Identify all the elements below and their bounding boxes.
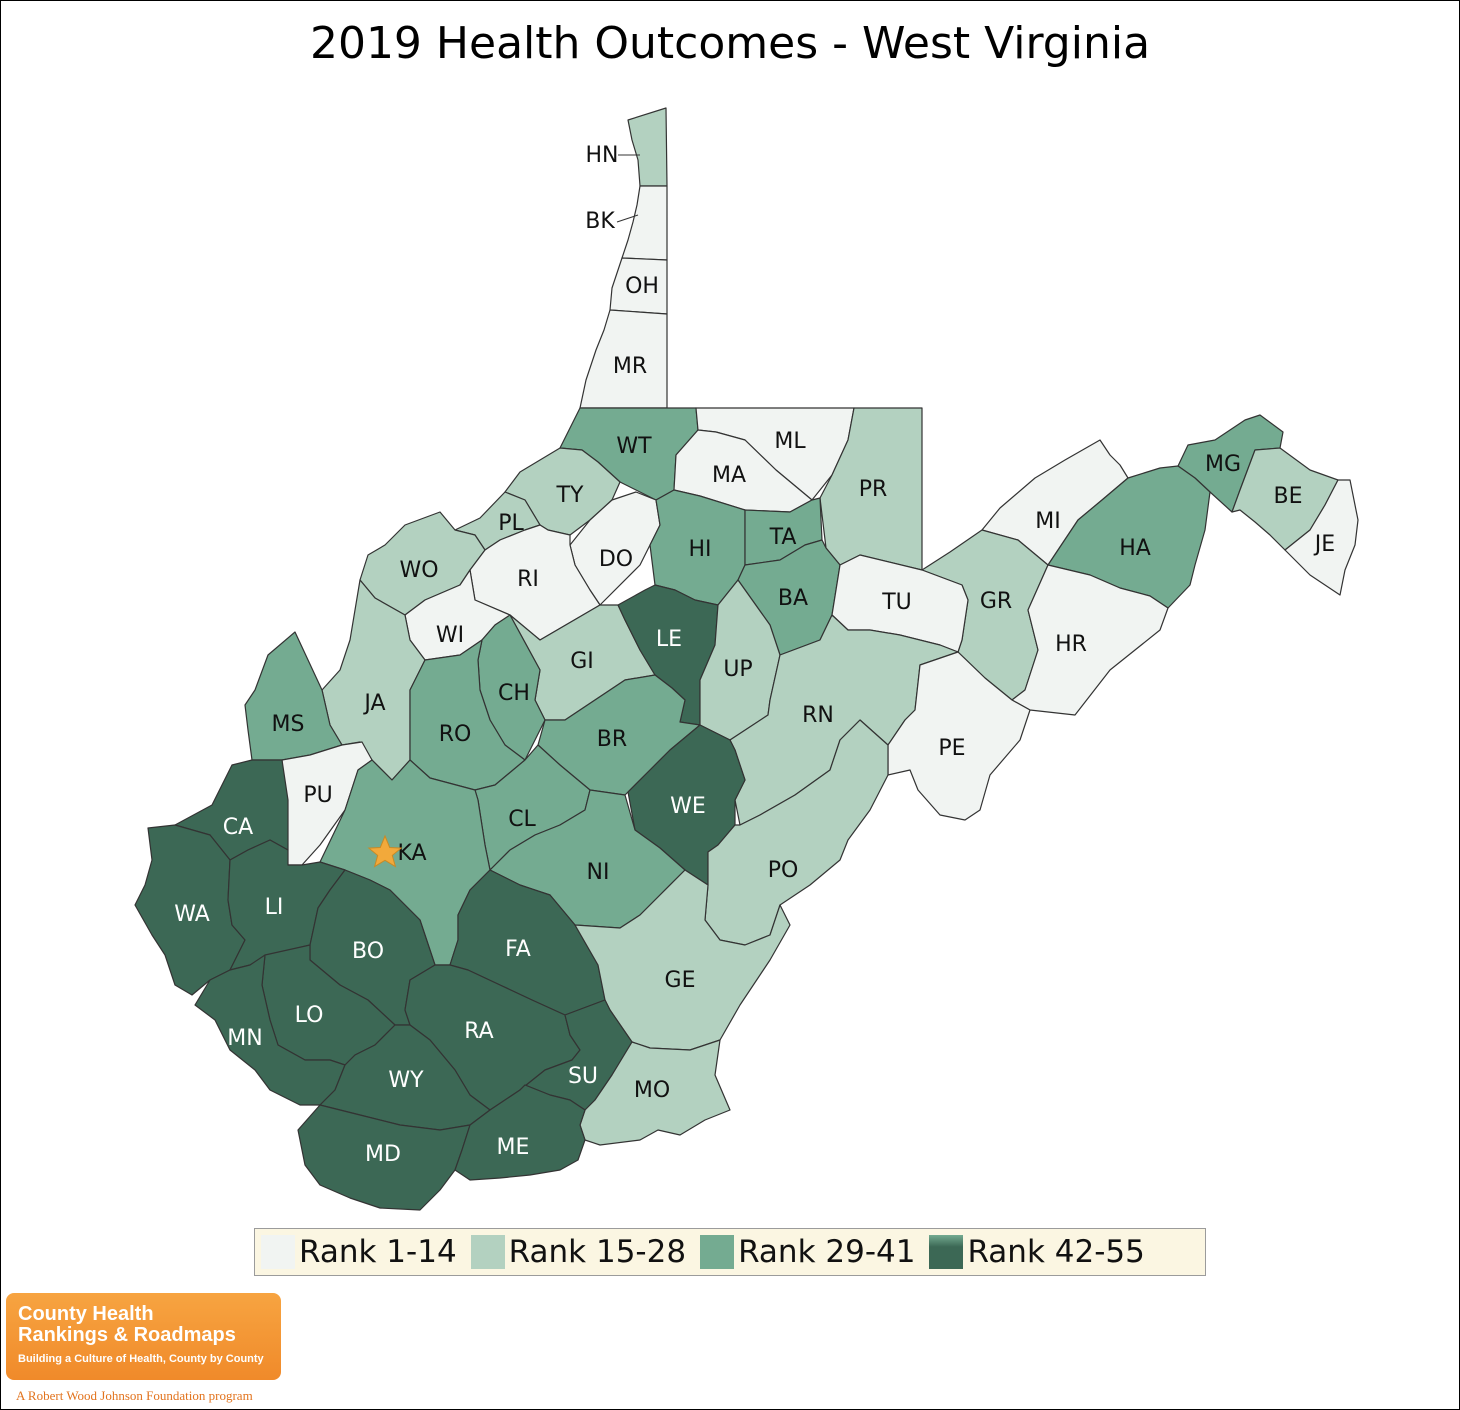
county-md[interactable]	[297, 1104, 471, 1211]
county-label-up: UP	[723, 657, 752, 682]
county-label-ka: KA	[397, 841, 426, 866]
logo-tagline: Building a Culture of Health, County by …	[18, 1353, 264, 1365]
leader-line	[616, 214, 639, 223]
county-label-bk: BK	[585, 209, 615, 234]
county-je[interactable]	[1284, 479, 1359, 596]
county-pe[interactable]	[887, 651, 1031, 821]
county-label-po: PO	[768, 858, 799, 883]
county-label-mi: MI	[1035, 509, 1060, 534]
county-label-we: WE	[670, 794, 706, 819]
county-label-pe: PE	[938, 736, 965, 761]
county-label-wt: WT	[616, 434, 652, 459]
county-label-ty: TY	[556, 483, 584, 508]
county-label-md: MD	[365, 1142, 401, 1167]
county-label-pl: PL	[498, 511, 524, 536]
county-do[interactable]	[569, 491, 661, 606]
county-label-ha: HA	[1119, 536, 1151, 561]
county-label-mn: MN	[227, 1026, 262, 1051]
county-hr[interactable]	[1011, 564, 1169, 716]
logo-line-1: County Health	[18, 1303, 154, 1325]
county-label-fa: FA	[505, 937, 531, 962]
county-label-me: ME	[497, 1135, 530, 1160]
county-label-hn: HN	[586, 143, 619, 168]
county-label-su: SU	[568, 1064, 598, 1089]
county-label-ge: GE	[665, 968, 696, 993]
county-health-rankings-logo[interactable]: County Health Rankings & Roadmaps Buildi…	[6, 1293, 281, 1380]
legend-swatch	[470, 1235, 505, 1269]
legend: Rank 1-14 Rank 15-28 Rank 29-41 Rank 42-…	[254, 1228, 1206, 1276]
county-label-oh: OH	[625, 274, 659, 299]
county-label-le: LE	[656, 627, 682, 652]
county-label-be: BE	[1274, 484, 1303, 509]
legend-label: Rank 15-28	[508, 1234, 687, 1270]
county-label-gi: GI	[570, 649, 594, 674]
county-label-hr: HR	[1055, 632, 1087, 657]
county-bk[interactable]	[621, 185, 668, 261]
county-me[interactable]	[454, 1084, 586, 1181]
legend-label: Rank 29-41	[738, 1234, 916, 1270]
county-label-bo: BO	[352, 939, 384, 964]
legend-item-rank-29-41: Rank 29-41	[700, 1234, 915, 1270]
legend-item-rank-1-14: Rank 1-14	[261, 1234, 457, 1270]
county-label-tu: TU	[881, 590, 912, 615]
legend-swatch	[700, 1235, 735, 1269]
county-label-cl: CL	[508, 807, 536, 832]
county-mr[interactable]	[579, 309, 668, 409]
legend-label: Rank 1-14	[299, 1234, 457, 1270]
county-hn[interactable]	[627, 107, 668, 187]
county-label-mr: MR	[613, 354, 647, 379]
county-label-ba: BA	[778, 586, 808, 611]
logo-line-2: Rankings & Roadmaps	[18, 1324, 236, 1346]
county-label-ra: RA	[464, 1019, 493, 1044]
county-label-ri: RI	[517, 567, 539, 592]
legend-item-rank-15-28: Rank 15-28	[470, 1234, 687, 1270]
county-label-ma: MA	[712, 463, 746, 488]
county-label-ca: CA	[223, 815, 253, 840]
county-label-hi: HI	[688, 537, 711, 562]
county-po[interactable]	[704, 719, 889, 946]
county-label-ml: ML	[774, 429, 806, 454]
county-label-mo: MO	[634, 1078, 670, 1103]
map-title: 2019 Health Outcomes - West Virginia	[309, 18, 1151, 69]
county-label-wa: WA	[174, 902, 210, 927]
county-label-ro: RO	[439, 722, 472, 747]
county-label-br: BR	[597, 727, 627, 752]
county-label-mg: MG	[1205, 452, 1241, 477]
county-label-gr: GR	[980, 589, 1012, 614]
county-label-wy: WY	[388, 1068, 424, 1093]
sponsor-credit: A Robert Wood Johnson Foundation program	[16, 1388, 253, 1403]
county-label-li: LI	[265, 895, 284, 920]
county-ha[interactable]	[1047, 465, 1211, 609]
county-label-do: DO	[599, 547, 633, 572]
legend-swatch	[261, 1235, 295, 1269]
county-label-pu: PU	[303, 783, 332, 808]
county-label-wo: WO	[399, 558, 438, 583]
county-label-rn: RN	[802, 703, 834, 728]
county-label-ch: CH	[498, 681, 530, 706]
county-label-je: JE	[1313, 532, 1335, 557]
county-label-pr: PR	[859, 477, 888, 502]
legend-swatch	[929, 1235, 964, 1269]
county-label-wi: WI	[436, 623, 464, 648]
county-label-ms: MS	[272, 712, 305, 737]
county-label-ni: NI	[587, 860, 610, 885]
county-label-lo: LO	[295, 1003, 324, 1028]
legend-label: Rank 42-55	[967, 1234, 1145, 1270]
county-label-ta: TA	[769, 525, 797, 550]
county-label-ja: JA	[362, 691, 385, 716]
legend-item-rank-42-55: Rank 42-55	[929, 1234, 1145, 1270]
county-mo[interactable]	[579, 1039, 731, 1146]
star-icon	[367, 834, 403, 868]
